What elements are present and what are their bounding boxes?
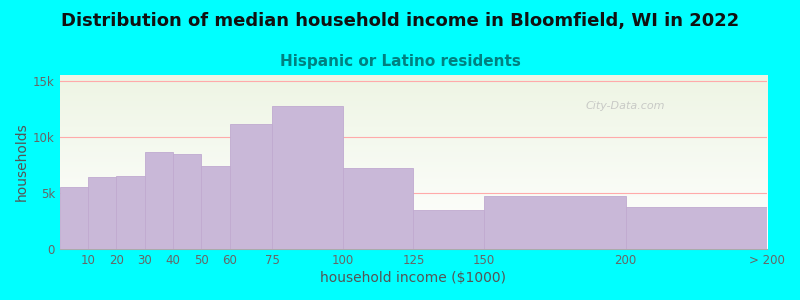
Text: Hispanic or Latino residents: Hispanic or Latino residents: [279, 54, 521, 69]
Bar: [202, 166, 230, 249]
Bar: [60, 187, 88, 249]
Bar: [626, 207, 767, 249]
Y-axis label: households: households: [15, 123, 29, 201]
Text: Distribution of median household income in Bloomfield, WI in 2022: Distribution of median household income …: [61, 12, 739, 30]
Bar: [272, 106, 342, 249]
Bar: [116, 176, 145, 249]
Bar: [230, 124, 272, 249]
Text: City-Data.com: City-Data.com: [586, 101, 666, 111]
Bar: [173, 154, 202, 249]
X-axis label: household income ($1000): household income ($1000): [321, 271, 506, 285]
Bar: [88, 177, 116, 249]
Bar: [414, 210, 484, 249]
Bar: [484, 196, 626, 249]
Bar: [145, 152, 173, 249]
Bar: [342, 168, 414, 249]
